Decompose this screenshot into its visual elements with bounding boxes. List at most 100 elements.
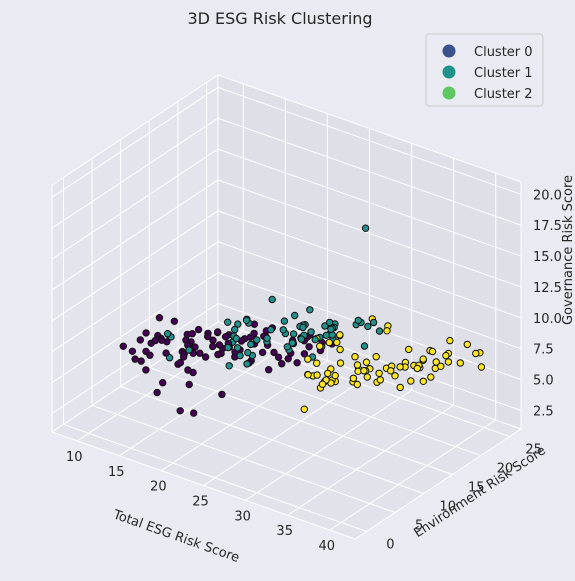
z-tick-label: 7.5 [533,343,554,358]
scatter-point-cluster-2 [396,363,404,371]
scatter-point-cluster-2 [372,353,380,361]
scatter-point-cluster-0 [155,314,164,322]
scatter-point-cluster-2 [446,336,454,345]
y-tick-label: 15 [468,481,485,496]
legend-marker [442,65,456,79]
scatter-point-cluster-0 [300,350,309,358]
y-gridline-floor [91,404,396,513]
scatter-point-cluster-1 [325,318,334,327]
scatter-point-cluster-1 [299,323,307,332]
legend-label: Cluster 2 [474,87,533,102]
scatter-point-cluster-2 [300,405,308,413]
scatter-point-cluster-2 [432,358,440,366]
y-tick-label: 5 [415,518,423,533]
scatter-point-cluster-1 [263,334,271,342]
z-gridline-back [217,179,522,288]
legend-label: Cluster 0 [474,45,533,60]
x-tick-label: 40 [319,539,336,554]
scatter-point-cluster-0 [190,409,198,417]
scatter-point-cluster-0 [221,333,230,341]
scatter-point-cluster-1 [279,326,287,334]
z-gridline-back [217,303,522,411]
scatter-point-cluster-2 [349,374,358,382]
scatter-point-cluster-1 [244,348,252,357]
x-gridline-floor [119,345,286,457]
y-tick-label: 20 [497,462,514,477]
x-tick-label: 25 [192,495,209,510]
scatter-point-cluster-2 [391,372,399,380]
z-gridline-back [217,117,522,226]
scatter-point-cluster-1 [247,340,255,349]
scatter-point-cluster-0 [146,351,154,359]
scatter-point-cluster-1 [234,320,242,328]
scatter-point-cluster-0 [179,353,188,361]
scatter-point-cluster-0 [170,317,179,325]
scatter-point-cluster-2 [313,371,321,379]
scatter-point-cluster-0 [196,349,204,357]
scatter-point-cluster-0 [270,348,278,357]
scatter-point-cluster-0 [194,325,203,334]
x-tick-label: 30 [234,509,251,524]
scatter-point-cluster-0 [215,341,224,349]
scatter-point-cluster-0 [131,355,139,363]
z-gridline-left [51,241,219,353]
scatter-point-cluster-1 [242,316,251,324]
scatter-point-cluster-2 [336,331,344,339]
z-tick-label: 12.5 [533,281,562,296]
scatter-point-cluster-0 [151,336,160,345]
z-gridline-back [217,86,522,195]
z-gridline-back [217,210,522,319]
x-tick-label: 10 [66,450,83,465]
scatter-point-cluster-2 [383,327,391,335]
scatter-point-cluster-2 [304,355,312,363]
scatter-point-cluster-1 [233,344,242,352]
scatter-point-cluster-2 [387,367,395,375]
scatter-point-cluster-1 [224,343,232,352]
scatter-point-cluster-0 [188,330,197,338]
scatter-point-cluster-1 [364,322,372,331]
x-gridline-floor [161,360,328,472]
scatter-point-cluster-2 [318,380,327,388]
y-gridline-floor [63,423,367,532]
scatter-point-cluster-1 [361,224,370,232]
scatter-point-cluster-0 [185,380,193,389]
gridlines [51,82,522,532]
scatter-point-cluster-0 [176,358,185,367]
scatter-point-cluster-2 [427,373,435,381]
y-tick-label: 0 [386,537,394,552]
scatter-point-cluster-0 [218,390,226,399]
z-tick-label: 17.5 [533,219,562,234]
scatter-point-cluster-2 [376,376,384,384]
scatter-point-cluster-1 [165,354,174,362]
scatter-point-cluster-2 [333,338,341,347]
scatter-point-cluster-1 [225,362,233,370]
scatter-point-cluster-1 [291,311,299,320]
scatter-point-cluster-0 [191,343,199,351]
scatter-point-cluster-0 [142,329,150,337]
z-gridline-left [51,179,219,291]
scatter-point-cluster-2 [316,342,324,350]
scatter-point-cluster-1 [369,318,378,327]
y-gridline-floor [149,367,453,475]
scatter-point-cluster-1 [185,346,193,354]
scatter-point-cluster-1 [375,327,384,335]
z-gridline-back [217,148,522,257]
scatter-point-cluster-2 [442,351,450,360]
scatter-point-cluster-1 [306,306,314,314]
scatter-point-cluster-2 [325,338,333,347]
scatter-point-cluster-0 [278,360,286,368]
scatter-point-cluster-1 [268,295,276,304]
scatter-point-cluster-0 [214,328,222,336]
scatter-point-cluster-1 [283,343,291,351]
z-tick-label: 20.0 [533,188,562,203]
x-gridline-floor [329,419,497,531]
scatter-point-cluster-1 [354,316,362,325]
scatter-point-cluster-0 [209,342,217,351]
z-gridline-left [51,117,219,229]
scatter-point-cluster-0 [136,336,145,344]
x-tick-label: 15 [108,465,125,480]
scatter-point-cluster-2 [437,362,445,370]
scatter-point-cluster-2 [331,371,339,380]
x-gridline-floor [76,330,244,442]
